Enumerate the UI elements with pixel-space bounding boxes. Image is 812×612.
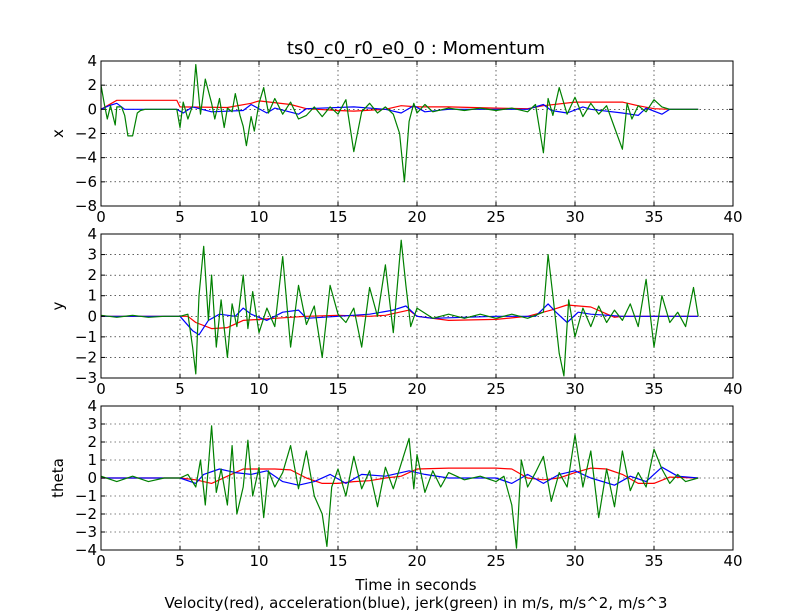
x-tick-label: 25 xyxy=(486,208,505,226)
y-tick-label: 1 xyxy=(87,287,97,305)
x-axis-label: Time in seconds xyxy=(354,576,476,594)
x-tick-label: 35 xyxy=(644,208,663,226)
x-tick-label: 0 xyxy=(96,208,106,226)
y-tick-label: −8 xyxy=(75,197,97,215)
y-tick-label: −3 xyxy=(75,369,97,387)
jerk-line xyxy=(101,63,699,183)
y-tick-label: 4 xyxy=(87,225,97,243)
y-tick-label: 0 xyxy=(87,100,97,118)
x-tick-label: 10 xyxy=(249,208,268,226)
y-tick-label: −6 xyxy=(75,173,97,191)
y-axis-label: theta xyxy=(49,458,67,498)
x-tick-label: 15 xyxy=(328,552,347,570)
acceleration-line xyxy=(101,303,699,336)
y-tick-label: 2 xyxy=(87,266,97,284)
y-tick-label: −1 xyxy=(75,487,97,505)
series-group xyxy=(101,425,699,549)
subplot-y: 0 5 10 15 20 25 30 35 40 −3 −2 −1 0 1 2 3 4 y xyxy=(49,225,743,398)
x-tick-label: 35 xyxy=(644,380,663,398)
jerk-line xyxy=(101,425,699,549)
y-tick-label: −2 xyxy=(75,125,97,143)
y-tick-label: 2 xyxy=(87,433,97,451)
y-tick-label: −4 xyxy=(75,541,97,559)
y-axis-label: x xyxy=(49,129,67,138)
x-tick-label: 20 xyxy=(407,552,426,570)
x-tick-label: 10 xyxy=(249,552,268,570)
x-tick-label: 40 xyxy=(723,208,742,226)
y-tick-label: 0 xyxy=(87,307,97,325)
series-group xyxy=(101,239,699,377)
x-tick-label: 30 xyxy=(565,380,584,398)
x-tick-label: 15 xyxy=(328,380,347,398)
y-tick-label: 1 xyxy=(87,451,97,469)
y-tick-label: −1 xyxy=(75,328,97,346)
x-tick-label: 25 xyxy=(486,552,505,570)
y-tick-label: 4 xyxy=(87,397,97,415)
acceleration-line xyxy=(101,466,699,486)
velocity-line xyxy=(101,99,699,112)
y-tick-label: −4 xyxy=(75,149,97,167)
x-tick-label: 5 xyxy=(175,208,185,226)
x-tick-label: 20 xyxy=(407,380,426,398)
x-tick-label: 15 xyxy=(328,208,347,226)
x-tick-label: 35 xyxy=(644,552,663,570)
y-tick-label: 2 xyxy=(87,76,97,94)
x-tick-label: 5 xyxy=(175,380,185,398)
x-tick-label: 40 xyxy=(723,380,742,398)
y-tick-label: 0 xyxy=(87,469,97,487)
y-tick-label: 3 xyxy=(87,415,97,433)
x-tick-label: 10 xyxy=(249,380,268,398)
x-tick-label: 5 xyxy=(175,552,185,570)
velocity-line xyxy=(101,304,699,330)
series-group xyxy=(101,63,699,183)
x-tick-label: 0 xyxy=(96,380,106,398)
y-tick-label: −2 xyxy=(75,348,97,366)
x-tick-label: 30 xyxy=(565,552,584,570)
y-tick-label: 3 xyxy=(87,246,97,264)
y-tick-label: −2 xyxy=(75,505,97,523)
x-tick-label: 20 xyxy=(407,208,426,226)
y-tick-label: 4 xyxy=(87,52,97,70)
y-axis-label: y xyxy=(49,301,67,310)
y-tick-label: −3 xyxy=(75,523,97,541)
jerk-line xyxy=(101,239,699,377)
figure-caption: Velocity(red), acceleration(blue), jerk(… xyxy=(165,594,668,612)
x-tick-label: 25 xyxy=(486,380,505,398)
x-tick-label: 40 xyxy=(723,552,742,570)
subplot-x: 0 5 10 15 20 25 30 35 40 −8 −6 −4 −2 0 2 4 x xyxy=(49,52,743,226)
x-tick-label: 30 xyxy=(565,208,584,226)
acceleration-line xyxy=(101,102,699,117)
figure-title: ts0_c0_r0_e0_0 : Momentum xyxy=(287,38,545,59)
x-tick-label: 0 xyxy=(96,552,106,570)
